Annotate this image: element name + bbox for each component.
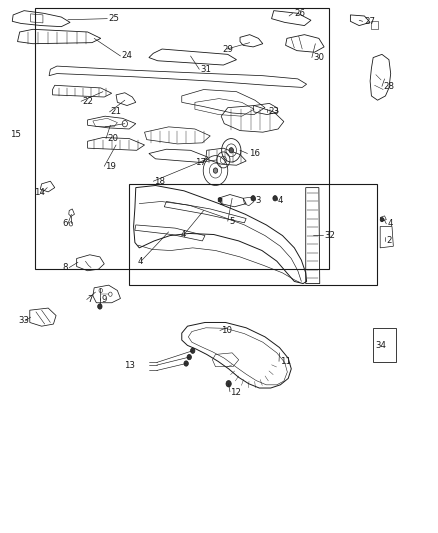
Circle shape xyxy=(187,354,191,360)
Text: 26: 26 xyxy=(294,9,305,18)
Text: 4: 4 xyxy=(138,257,143,265)
Circle shape xyxy=(184,361,188,366)
Text: 30: 30 xyxy=(313,53,324,62)
Text: 4: 4 xyxy=(180,230,186,239)
Text: 1: 1 xyxy=(218,198,224,207)
Circle shape xyxy=(218,198,222,202)
Text: 13: 13 xyxy=(124,361,135,369)
Text: 17: 17 xyxy=(195,158,206,167)
Text: 34: 34 xyxy=(376,341,387,350)
Text: 27: 27 xyxy=(364,17,375,26)
Text: 28: 28 xyxy=(383,82,394,91)
Text: 11: 11 xyxy=(280,357,291,366)
Text: 5: 5 xyxy=(229,217,235,225)
Text: 3: 3 xyxy=(256,196,261,205)
Circle shape xyxy=(251,196,255,201)
Circle shape xyxy=(191,348,195,353)
Circle shape xyxy=(98,304,102,309)
Text: 24: 24 xyxy=(122,52,133,60)
Bar xyxy=(35,8,329,269)
Text: 6: 6 xyxy=(63,220,68,228)
Circle shape xyxy=(229,148,233,153)
Text: 21: 21 xyxy=(111,108,122,116)
Text: 4: 4 xyxy=(387,220,393,228)
Text: 10: 10 xyxy=(221,326,232,335)
Text: 25: 25 xyxy=(109,14,120,23)
Text: 7: 7 xyxy=(88,295,93,304)
Text: 32: 32 xyxy=(324,231,335,240)
Bar xyxy=(129,184,377,285)
Text: 14: 14 xyxy=(34,189,45,197)
Text: 4: 4 xyxy=(278,196,283,205)
Text: 9: 9 xyxy=(102,295,107,304)
Circle shape xyxy=(213,168,218,173)
Text: 16: 16 xyxy=(249,149,260,158)
Circle shape xyxy=(273,196,277,201)
Text: 18: 18 xyxy=(154,177,165,185)
Text: 19: 19 xyxy=(105,162,116,171)
Text: 23: 23 xyxy=(268,108,279,116)
Text: 8: 8 xyxy=(62,263,68,272)
Text: 22: 22 xyxy=(82,97,93,106)
Text: 33: 33 xyxy=(18,317,29,325)
Text: 29: 29 xyxy=(223,45,233,53)
Circle shape xyxy=(226,381,231,387)
Circle shape xyxy=(380,217,384,222)
Text: 12: 12 xyxy=(230,388,241,397)
Text: 20: 20 xyxy=(107,134,118,143)
Text: 31: 31 xyxy=(201,65,212,74)
Text: 15: 15 xyxy=(10,130,21,139)
Text: 2: 2 xyxy=(387,237,392,245)
